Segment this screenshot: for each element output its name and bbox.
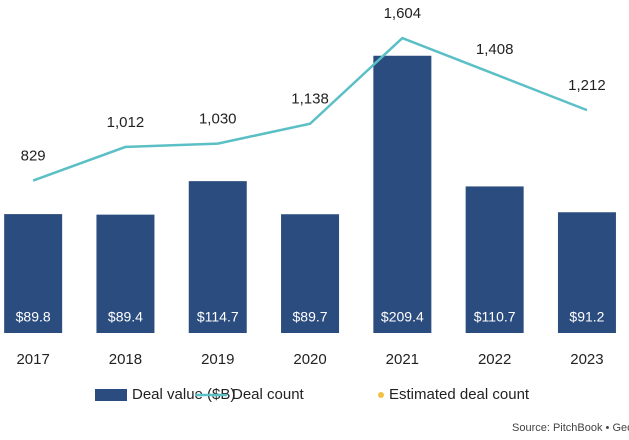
bar-label: $89.7 (293, 309, 328, 325)
x-tick-label: 2023 (570, 351, 603, 368)
bar-label: $114.7 (197, 309, 239, 325)
legend-label: Deal count (232, 386, 305, 403)
bar-label: $89.8 (16, 309, 51, 325)
bar-label: $91.2 (569, 309, 604, 325)
x-tick-label: 2021 (386, 351, 419, 368)
legend-swatch (95, 389, 127, 401)
count-label: 1,212 (568, 77, 606, 94)
source: Source: PitchBook • Geog (512, 422, 629, 434)
bar (465, 186, 524, 333)
bar-label: $209.4 (381, 309, 424, 325)
bar (96, 214, 155, 333)
count-label: 1,012 (107, 114, 145, 131)
x-tick-label: 2018 (109, 351, 142, 368)
bar (4, 214, 63, 333)
x-tick-label: 2022 (478, 351, 511, 368)
count-line (32, 36, 588, 182)
legend-label: Deal value ($B) (132, 386, 235, 403)
bar (188, 181, 247, 333)
bar-label: $110.7 (474, 309, 516, 325)
bar (557, 212, 616, 333)
x-tick-label: 2017 (16, 351, 49, 368)
count-label: 829 (21, 148, 46, 165)
legend-swatch (378, 392, 384, 398)
count-label: 1,408 (476, 41, 514, 58)
count-label: 1,030 (199, 111, 237, 128)
count-label: 1,138 (291, 91, 329, 108)
legend-label: Estimated deal count (389, 386, 530, 403)
bar-label: $89.4 (108, 309, 143, 325)
x-tick-label: 2020 (293, 351, 326, 368)
bar (281, 214, 340, 333)
x-tick-label: 2019 (201, 351, 234, 368)
bar (373, 55, 432, 334)
count-label: 1,604 (384, 5, 422, 22)
